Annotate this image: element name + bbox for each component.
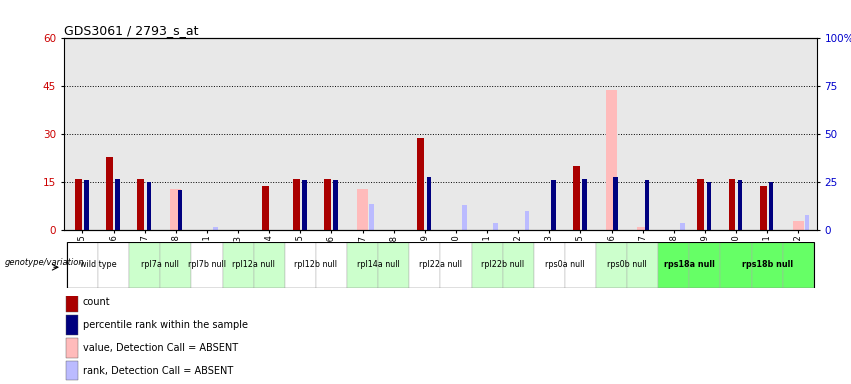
Bar — [738, 180, 742, 230]
Bar — [606, 89, 617, 230]
Text: rpl12b null: rpl12b null — [294, 260, 337, 270]
Text: rpl7b null: rpl7b null — [188, 260, 226, 270]
Bar — [324, 179, 331, 230]
Text: value, Detection Call = ABSENT: value, Detection Call = ABSENT — [83, 343, 237, 353]
Text: percentile rank within the sample: percentile rank within the sample — [83, 320, 248, 330]
Bar — [494, 223, 498, 230]
Bar — [302, 180, 306, 230]
Bar — [293, 179, 300, 230]
Bar — [462, 205, 467, 230]
Bar — [698, 179, 705, 230]
Text: rank, Detection Call = ABSENT: rank, Detection Call = ABSENT — [83, 366, 233, 376]
Bar — [137, 179, 144, 230]
Bar — [793, 221, 803, 230]
Bar — [760, 185, 767, 230]
Bar — [214, 227, 218, 230]
Bar — [783, 242, 814, 288]
Bar — [614, 177, 618, 230]
Text: rpl22b null: rpl22b null — [481, 260, 524, 270]
Bar — [582, 179, 586, 230]
Bar — [66, 292, 78, 311]
Text: rpl22a null: rpl22a null — [419, 260, 462, 270]
Bar — [751, 242, 783, 288]
Text: rpl14a null: rpl14a null — [357, 260, 399, 270]
Text: count: count — [83, 297, 110, 307]
Text: GDS3061 / 2793_s_at: GDS3061 / 2793_s_at — [64, 24, 198, 37]
Bar — [409, 242, 440, 288]
Bar — [573, 166, 580, 230]
Bar — [524, 211, 529, 230]
Bar — [680, 223, 685, 230]
Bar — [426, 177, 431, 230]
Text: rpl7a null: rpl7a null — [141, 260, 180, 270]
Bar — [316, 242, 347, 288]
Bar — [254, 242, 285, 288]
Bar — [471, 242, 503, 288]
Bar — [503, 242, 534, 288]
Bar — [804, 215, 809, 230]
Bar — [334, 180, 338, 230]
Text: wild type: wild type — [80, 260, 117, 270]
Bar — [728, 179, 735, 230]
Bar — [84, 180, 89, 230]
Text: rps18a null: rps18a null — [664, 260, 715, 270]
Bar — [637, 227, 648, 230]
Text: genotype/variation: genotype/variation — [5, 258, 85, 267]
Bar — [644, 180, 649, 230]
Text: rps0b null: rps0b null — [608, 260, 647, 270]
Text: rps18b null: rps18b null — [741, 260, 793, 270]
Bar — [417, 137, 424, 230]
Bar — [146, 182, 151, 230]
Bar — [129, 242, 160, 288]
Bar — [721, 242, 751, 288]
Bar — [658, 242, 689, 288]
Bar — [160, 242, 191, 288]
Bar — [66, 361, 78, 381]
Bar — [106, 157, 113, 230]
Bar — [67, 242, 98, 288]
Bar — [368, 204, 374, 230]
Bar — [262, 185, 269, 230]
Bar — [769, 182, 774, 230]
Bar — [534, 242, 565, 288]
Bar — [440, 242, 471, 288]
Bar — [596, 242, 627, 288]
Bar — [178, 190, 182, 230]
Bar — [706, 182, 711, 230]
Bar — [357, 189, 368, 230]
Text: rpl12a null: rpl12a null — [232, 260, 275, 270]
Bar — [627, 242, 658, 288]
Bar — [98, 242, 129, 288]
Bar — [191, 242, 223, 288]
Bar — [66, 315, 78, 334]
Bar — [75, 179, 82, 230]
Bar — [565, 242, 596, 288]
Text: rps0a null: rps0a null — [545, 260, 585, 270]
Bar — [347, 242, 378, 288]
Bar — [285, 242, 316, 288]
Bar — [116, 179, 120, 230]
Bar — [223, 242, 254, 288]
Bar — [689, 242, 721, 288]
Bar — [551, 180, 556, 230]
Bar — [66, 338, 78, 358]
Bar — [378, 242, 409, 288]
Bar — [170, 189, 181, 230]
